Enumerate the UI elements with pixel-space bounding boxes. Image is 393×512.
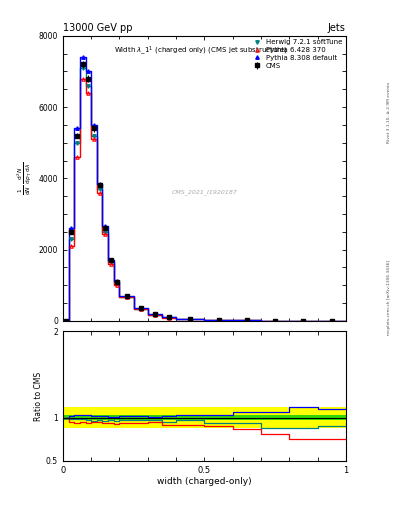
Pythia 8.308 default	[86, 69, 91, 75]
Herwig 7.2.1 softTune	[86, 82, 91, 89]
Pythia 8.308 default	[138, 305, 143, 311]
Pythia 8.308 default	[75, 125, 79, 132]
X-axis label: width (charged-only): width (charged-only)	[157, 477, 252, 486]
Pythia 6.428 370	[138, 306, 143, 312]
Herwig 7.2.1 softTune	[92, 133, 96, 139]
Text: CMS_2021_I1920187: CMS_2021_I1920187	[171, 190, 237, 196]
Pythia 6.428 370	[63, 318, 68, 324]
Herwig 7.2.1 softTune	[80, 65, 85, 71]
Text: mcplots.cern.ch [arXiv:1306.3436]: mcplots.cern.ch [arXiv:1306.3436]	[387, 260, 391, 334]
Pythia 8.308 default	[80, 54, 85, 60]
Pythia 8.308 default	[69, 225, 74, 231]
Herwig 7.2.1 softTune	[152, 312, 157, 318]
Pythia 6.428 370	[329, 318, 334, 324]
Herwig 7.2.1 softTune	[97, 186, 102, 192]
Pythia 8.308 default	[92, 122, 96, 128]
Herwig 7.2.1 softTune	[103, 229, 108, 235]
Pythia 8.308 default	[97, 181, 102, 187]
Pythia 6.428 370	[152, 312, 157, 318]
Herwig 7.2.1 softTune	[273, 317, 277, 324]
Pythia 6.428 370	[92, 136, 96, 142]
Pythia 8.308 default	[188, 315, 193, 322]
Pythia 8.308 default	[216, 317, 221, 323]
Pythia 8.308 default	[114, 278, 119, 284]
Pythia 6.428 370	[86, 90, 91, 96]
Pythia 6.428 370	[244, 317, 249, 324]
Herwig 7.2.1 softTune	[167, 314, 171, 321]
Pythia 6.428 370	[108, 261, 113, 267]
Text: 13000 GeV pp: 13000 GeV pp	[63, 23, 132, 33]
Pythia 8.308 default	[63, 318, 68, 324]
Y-axis label: $\frac{1}{\mathrm{d}N}\ \frac{\mathrm{d}^2N}{\mathrm{d}p_\mathrm{T}\ \mathrm{d}\: $\frac{1}{\mathrm{d}N}\ \frac{\mathrm{d}…	[16, 162, 34, 195]
Line: Pythia 6.428 370: Pythia 6.428 370	[64, 77, 333, 323]
Pythia 6.428 370	[301, 317, 306, 324]
Herwig 7.2.1 softTune	[216, 317, 221, 323]
Pythia 8.308 default	[108, 257, 113, 263]
Pythia 8.308 default	[329, 318, 334, 324]
Herwig 7.2.1 softTune	[301, 317, 306, 324]
Pythia 8.308 default	[244, 317, 249, 324]
Line: Herwig 7.2.1 softTune: Herwig 7.2.1 softTune	[64, 66, 333, 323]
Pythia 6.428 370	[97, 189, 102, 196]
Text: Width $\lambda$_1$^1$ (charged only) (CMS jet substructure): Width $\lambda$_1$^1$ (charged only) (CM…	[114, 45, 288, 57]
Pythia 6.428 370	[273, 317, 277, 324]
Herwig 7.2.1 softTune	[188, 316, 193, 322]
Herwig 7.2.1 softTune	[124, 293, 129, 300]
Pythia 8.308 default	[167, 314, 171, 321]
Pythia 6.428 370	[188, 316, 193, 322]
Pythia 8.308 default	[301, 317, 306, 324]
Pythia 8.308 default	[273, 317, 277, 324]
Pythia 6.428 370	[69, 243, 74, 249]
Herwig 7.2.1 softTune	[75, 140, 79, 146]
Text: Jets: Jets	[328, 23, 346, 33]
Herwig 7.2.1 softTune	[69, 236, 74, 242]
Line: Pythia 8.308 default: Pythia 8.308 default	[64, 55, 333, 323]
Herwig 7.2.1 softTune	[244, 317, 249, 324]
Herwig 7.2.1 softTune	[114, 281, 119, 287]
Pythia 6.428 370	[80, 76, 85, 82]
Legend: Herwig 7.2.1 softTune, Pythia 6.428 370, Pythia 8.308 default, CMS: Herwig 7.2.1 softTune, Pythia 6.428 370,…	[249, 38, 344, 70]
Pythia 6.428 370	[103, 230, 108, 237]
Herwig 7.2.1 softTune	[138, 306, 143, 312]
Y-axis label: Ratio to CMS: Ratio to CMS	[34, 372, 43, 420]
Herwig 7.2.1 softTune	[63, 318, 68, 324]
Herwig 7.2.1 softTune	[329, 318, 334, 324]
Herwig 7.2.1 softTune	[108, 259, 113, 265]
Text: Rivet 3.1.10, ≥ 2.9M events: Rivet 3.1.10, ≥ 2.9M events	[387, 82, 391, 143]
Pythia 8.308 default	[124, 292, 129, 298]
Pythia 6.428 370	[167, 314, 171, 321]
Pythia 6.428 370	[216, 317, 221, 323]
Pythia 6.428 370	[124, 294, 129, 301]
Pythia 8.308 default	[103, 223, 108, 229]
Pythia 6.428 370	[75, 154, 79, 160]
Pythia 6.428 370	[114, 282, 119, 288]
Pythia 8.308 default	[152, 311, 157, 317]
